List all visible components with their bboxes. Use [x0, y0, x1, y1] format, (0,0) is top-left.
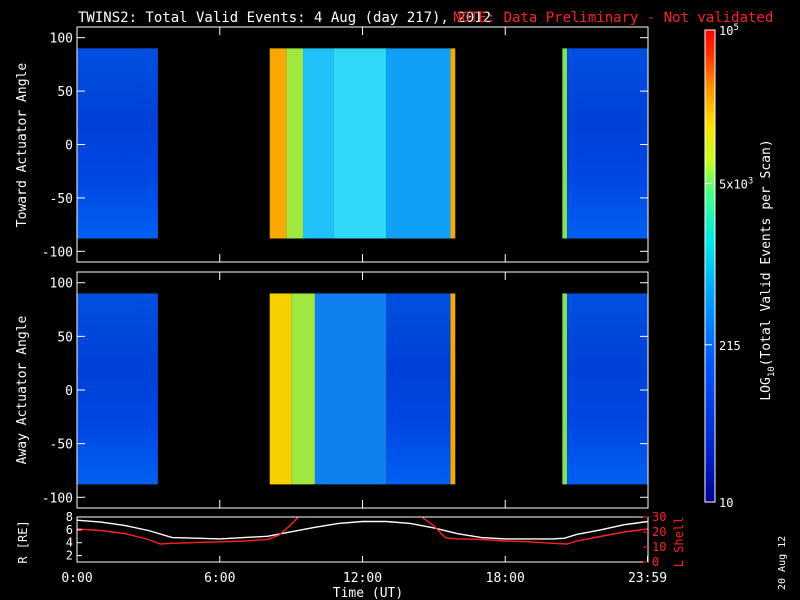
- away-ytick-label-4: -100: [42, 491, 73, 506]
- orbit-ytick-label-1: 6: [66, 523, 73, 537]
- toward-ytick-label-4: -100: [42, 245, 73, 260]
- colorbar-tick-label-low: 215: [719, 339, 741, 353]
- orbit-xtick-label-4: 23:59: [628, 571, 667, 586]
- away-segment-1: [269, 293, 292, 485]
- away-segment-7: [567, 293, 648, 485]
- toward-ytick-label-3: -50: [50, 192, 73, 207]
- orbit-ytick-label-3: 2: [66, 549, 73, 563]
- toward-segment-7: [562, 48, 568, 239]
- toward-segment-4: [333, 48, 387, 239]
- away-ytick-label-1: 50: [57, 330, 73, 345]
- away-segment-3: [314, 293, 387, 485]
- toward-ytick-label-2: 0: [65, 139, 73, 154]
- toward-segment-8: [567, 48, 648, 239]
- toward-segment-2: [286, 48, 304, 239]
- toward-ytick-label-1: 50: [57, 85, 73, 100]
- toward-segment-6: [450, 48, 456, 239]
- orbit-xtick-label-3: 18:00: [486, 571, 525, 586]
- orbit-y2tick-label-3: 0: [652, 555, 659, 569]
- orbit-y2tick-label-0: 30: [652, 510, 666, 524]
- colorbar-tick-label-bottom: 10: [719, 496, 733, 510]
- chart-note: NOTE: Data Preliminary - Not validated: [453, 10, 773, 26]
- toward-segment-5: [386, 48, 451, 239]
- orbit-line-L: [76, 516, 649, 545]
- colorbar-tick-label-top: 105: [719, 23, 739, 38]
- orbit-xtick-label-0: 0:00: [61, 571, 92, 586]
- orbit-y2label: L Shell: [672, 517, 686, 568]
- orbit-line-R: [76, 519, 649, 540]
- toward-segment-0: [77, 48, 158, 239]
- away-segment-4: [386, 293, 451, 485]
- away-segment-5: [450, 293, 456, 485]
- away-ytick-label-0: 100: [50, 277, 73, 292]
- away-ytick-label-3: -50: [50, 438, 73, 453]
- orbit-ytick-label-0: 8: [66, 510, 73, 524]
- orbit-xtick-label-1: 6:00: [204, 571, 235, 586]
- panel-toward: 100 50 0 -50 -100: [42, 26, 649, 263]
- orbit-frame: [76, 516, 649, 563]
- colorbar-tick-label-mid: 5x103: [719, 177, 753, 192]
- date-stamp: 20 Aug 12: [777, 536, 788, 590]
- toward-ytick-label-0: 100: [50, 32, 73, 47]
- orbit-y2tick-label-1: 20: [652, 525, 666, 539]
- orbit-ylabel: R [RE]: [16, 520, 30, 563]
- colorbar-ticks: 105 5x103 215 10: [705, 23, 753, 510]
- chart-title: TWINS2: Total Valid Events: 4 Aug (day 2…: [78, 10, 491, 26]
- toward-segment-1: [269, 48, 287, 239]
- away-ytick-label-2: 0: [65, 384, 73, 399]
- panel-away: 100 50 0 -50 -100: [42, 271, 649, 509]
- toward-segment-3: [303, 48, 334, 239]
- away-segment-6: [562, 293, 568, 485]
- away-segment-0: [77, 293, 158, 485]
- toward-ylabel: Toward Actuator Angle: [15, 63, 30, 228]
- orbit-xlabel: Time (UT): [333, 586, 403, 600]
- orbit-xtick-label-2: 12:00: [343, 571, 382, 586]
- colorbar-label: LOG10(Total Valid Events per Scan): [759, 139, 777, 400]
- orbit-y2tick-label-2: 10: [652, 540, 666, 554]
- away-segment-2: [291, 293, 315, 485]
- orbit-ytick-label-2: 4: [66, 536, 73, 550]
- away-ylabel: Away Actuator Angle: [15, 315, 30, 464]
- colorbar: [704, 29, 716, 503]
